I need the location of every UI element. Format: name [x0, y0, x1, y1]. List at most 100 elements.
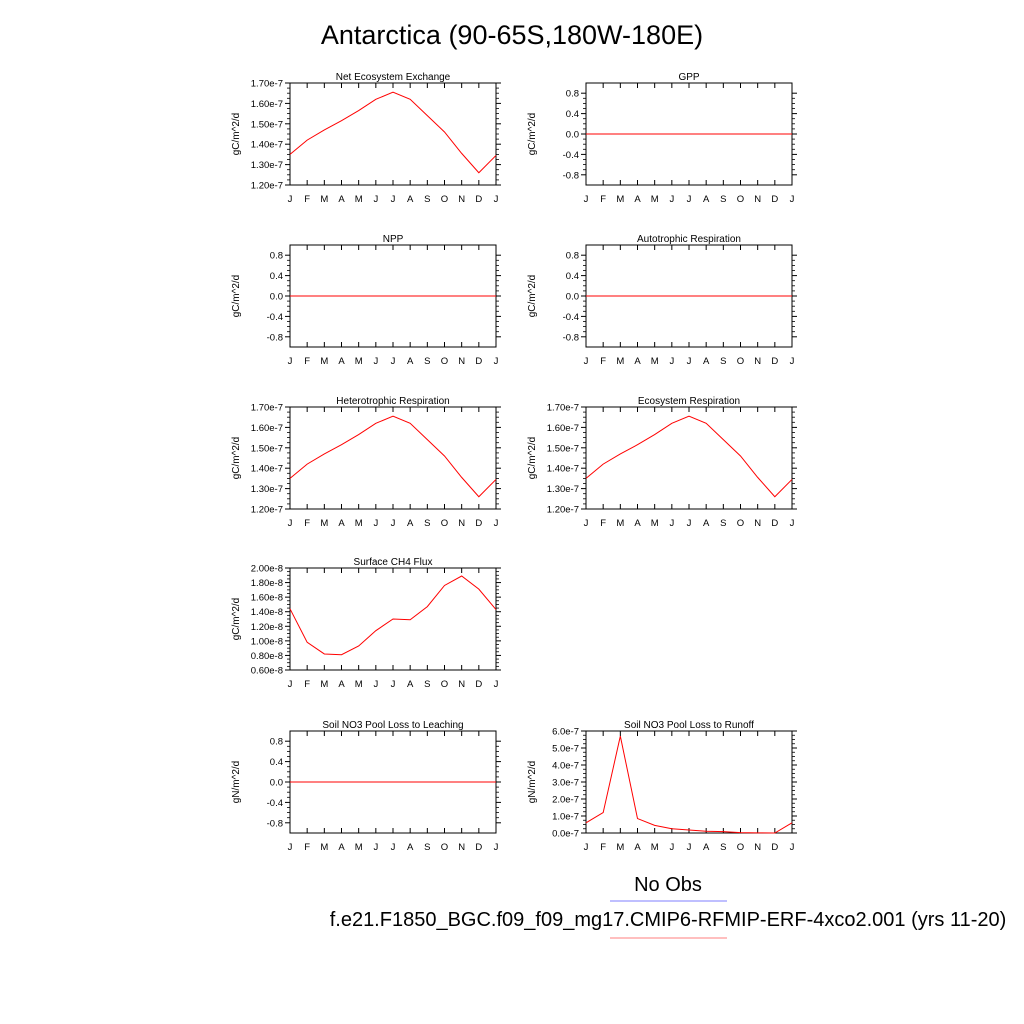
x-tick-label: F	[600, 194, 606, 205]
y-tick-label: 1.40e-7	[251, 140, 283, 151]
y-axis-label: gC/m^2/d	[231, 275, 242, 318]
x-tick-label: N	[458, 194, 465, 205]
x-tick-label: J	[373, 356, 378, 367]
x-tick-label: O	[441, 194, 448, 205]
panel-title: Autotrophic Respiration	[637, 234, 741, 245]
y-tick-label: 0.8	[566, 89, 579, 100]
x-tick-label: J	[494, 518, 499, 529]
y-tick-label: 1.40e-8	[251, 607, 283, 618]
x-tick-label: A	[338, 356, 345, 367]
x-tick-label: M	[355, 194, 363, 205]
x-tick-label: M	[651, 356, 659, 367]
y-tick-label: 1.80e-8	[251, 578, 283, 589]
y-tick-label: -0.4	[563, 150, 579, 161]
x-tick-label: M	[320, 356, 328, 367]
x-tick-label: A	[338, 194, 345, 205]
legend-label-model-run: f.e21.F1850_BGC.f09_f09_mg17.CMIP6-RFMIP…	[330, 909, 1007, 931]
x-tick-label: D	[771, 518, 778, 529]
y-axis-label: gC/m^2/d	[231, 113, 242, 156]
x-tick-label: M	[616, 518, 624, 529]
x-tick-label: A	[407, 356, 414, 367]
y-axis-label: gC/m^2/d	[231, 598, 242, 641]
x-tick-label: M	[355, 356, 363, 367]
x-tick-label: F	[304, 842, 310, 853]
y-tick-label: -0.8	[563, 170, 579, 181]
y-tick-label: 1.70e-7	[251, 403, 283, 414]
x-tick-label: M	[616, 842, 624, 853]
y-axis-label: gC/m^2/d	[231, 437, 242, 480]
y-tick-label: 1.70e-7	[251, 79, 283, 90]
x-tick-label: D	[475, 679, 482, 690]
x-tick-label: J	[687, 356, 692, 367]
y-tick-label: 0.4	[566, 109, 579, 120]
x-tick-label: S	[424, 518, 430, 529]
panel-title: Heterotrophic Respiration	[336, 396, 449, 407]
y-tick-label: 1.30e-7	[251, 160, 283, 171]
x-tick-label: S	[424, 679, 430, 690]
y-tick-label: 0.0	[566, 292, 579, 303]
x-tick-label: D	[771, 356, 778, 367]
x-tick-label: S	[424, 356, 430, 367]
x-tick-label: A	[634, 518, 641, 529]
x-tick-label: N	[754, 356, 761, 367]
x-tick-label: J	[494, 842, 499, 853]
y-tick-label: 0.0e-7	[552, 829, 579, 840]
x-tick-label: D	[475, 842, 482, 853]
y-tick-label: -0.4	[563, 312, 579, 323]
x-tick-label: A	[703, 518, 710, 529]
series-line	[585, 415, 793, 498]
x-tick-label: J	[373, 842, 378, 853]
x-tick-label: A	[703, 842, 710, 853]
x-tick-label: J	[669, 194, 674, 205]
y-tick-label: 4.0e-7	[552, 761, 579, 772]
x-tick-label: J	[790, 842, 795, 853]
panel-title: Soil NO3 Pool Loss to Leaching	[322, 720, 463, 731]
legend-label-no-obs: No Obs	[634, 874, 702, 896]
x-tick-label: J	[584, 518, 589, 529]
panel-title: Soil NO3 Pool Loss to Runoff	[624, 720, 754, 731]
plot-frame	[289, 82, 497, 186]
x-tick-label: J	[687, 194, 692, 205]
y-tick-label: 1.50e-7	[251, 119, 283, 130]
x-tick-label: J	[687, 518, 692, 529]
x-tick-label: M	[616, 194, 624, 205]
x-tick-label: M	[320, 679, 328, 690]
y-tick-label: 1.20e-7	[251, 181, 283, 192]
y-tick-label: -0.4	[267, 798, 283, 809]
y-tick-label: 1.60e-7	[547, 423, 579, 434]
x-tick-label: S	[424, 194, 430, 205]
x-tick-label: F	[600, 518, 606, 529]
x-tick-label: O	[441, 518, 448, 529]
y-tick-label: 1.40e-7	[547, 464, 579, 475]
x-tick-label: M	[320, 194, 328, 205]
x-tick-label: A	[407, 679, 414, 690]
x-tick-label: O	[441, 842, 448, 853]
y-tick-label: 5.0e-7	[552, 744, 579, 755]
x-tick-label: J	[391, 518, 396, 529]
x-tick-label: J	[288, 194, 293, 205]
legend: No Obs f.e21.F1850_BGC.f09_f09_mg17.CMIP…	[330, 874, 1007, 939]
x-tick-label: S	[720, 518, 726, 529]
x-tick-label: N	[754, 194, 761, 205]
y-tick-label: 1.60e-8	[251, 593, 283, 604]
x-tick-label: J	[494, 194, 499, 205]
series-line	[289, 575, 497, 656]
y-tick-label: 0.0	[270, 778, 283, 789]
x-tick-label: A	[338, 679, 345, 690]
y-tick-label: 0.4	[270, 757, 283, 768]
panel-title: Net Ecosystem Exchange	[336, 72, 451, 83]
x-tick-label: J	[391, 356, 396, 367]
x-tick-label: F	[304, 194, 310, 205]
x-tick-label: A	[634, 356, 641, 367]
x-tick-label: J	[494, 679, 499, 690]
x-tick-label: S	[720, 842, 726, 853]
y-axis-label: gN/m^2/d	[527, 761, 538, 804]
x-tick-label: N	[458, 518, 465, 529]
x-tick-label: O	[737, 518, 744, 529]
y-tick-label: 1.40e-7	[251, 464, 283, 475]
plot-frame	[585, 406, 793, 510]
y-tick-label: 1.60e-7	[251, 99, 283, 110]
x-tick-label: J	[790, 356, 795, 367]
